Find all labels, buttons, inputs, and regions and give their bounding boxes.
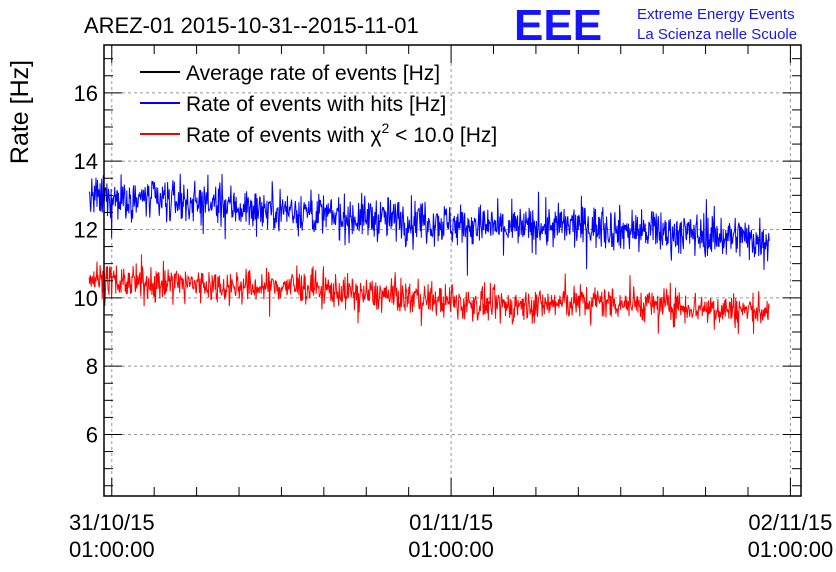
y-tick-label-6: 6: [86, 423, 98, 448]
y-tick-label-12: 12: [74, 218, 98, 243]
plot-frame: [103, 44, 802, 497]
legend-label-avg: Average rate of events [Hz]: [186, 62, 440, 85]
eee-logo-mark: EEE: [514, 1, 602, 50]
eee-logo-line1: Extreme Energy Events: [637, 6, 795, 23]
eee-logo-line2: La Scienza nelle Scuole: [637, 26, 797, 43]
x-tick-date-2: 02/11/15: [748, 510, 832, 535]
chart-title: AREZ-01 2015-10-31--2015-11-01: [84, 13, 419, 38]
x-tick-time-2: 01:00:00: [748, 537, 834, 562]
x-tick-time-0: 01:00:00: [69, 537, 155, 562]
y-axis-label: Rate [Hz]: [6, 60, 34, 164]
y-tick-label-8: 8: [86, 354, 98, 379]
y-tick-label-14: 14: [74, 149, 98, 174]
x-tick-date-0: 31/10/15: [69, 510, 155, 535]
y-tick-label-16: 16: [74, 81, 98, 106]
legend-label-hits: Rate of events with hits [Hz]: [186, 93, 446, 116]
series-line-1: [88, 173, 770, 276]
series-layer: [88, 173, 770, 335]
y-tick-label-10: 10: [74, 286, 98, 311]
series-line-2: [88, 254, 770, 335]
ticks: 681012141631/10/1501:00:0001/11/1501:00:…: [69, 45, 833, 562]
x-tick-date-1: 01/11/15: [409, 510, 493, 535]
x-tick-time-1: 01:00:00: [408, 537, 494, 562]
eee-logo: EEE Extreme Energy Events La Scienza nel…: [514, 1, 797, 50]
legend-label-chi: Rate of events with χ2 < 10.0 [Hz]: [186, 120, 497, 147]
legend: Average rate of events [Hz] Rate of even…: [140, 62, 497, 147]
